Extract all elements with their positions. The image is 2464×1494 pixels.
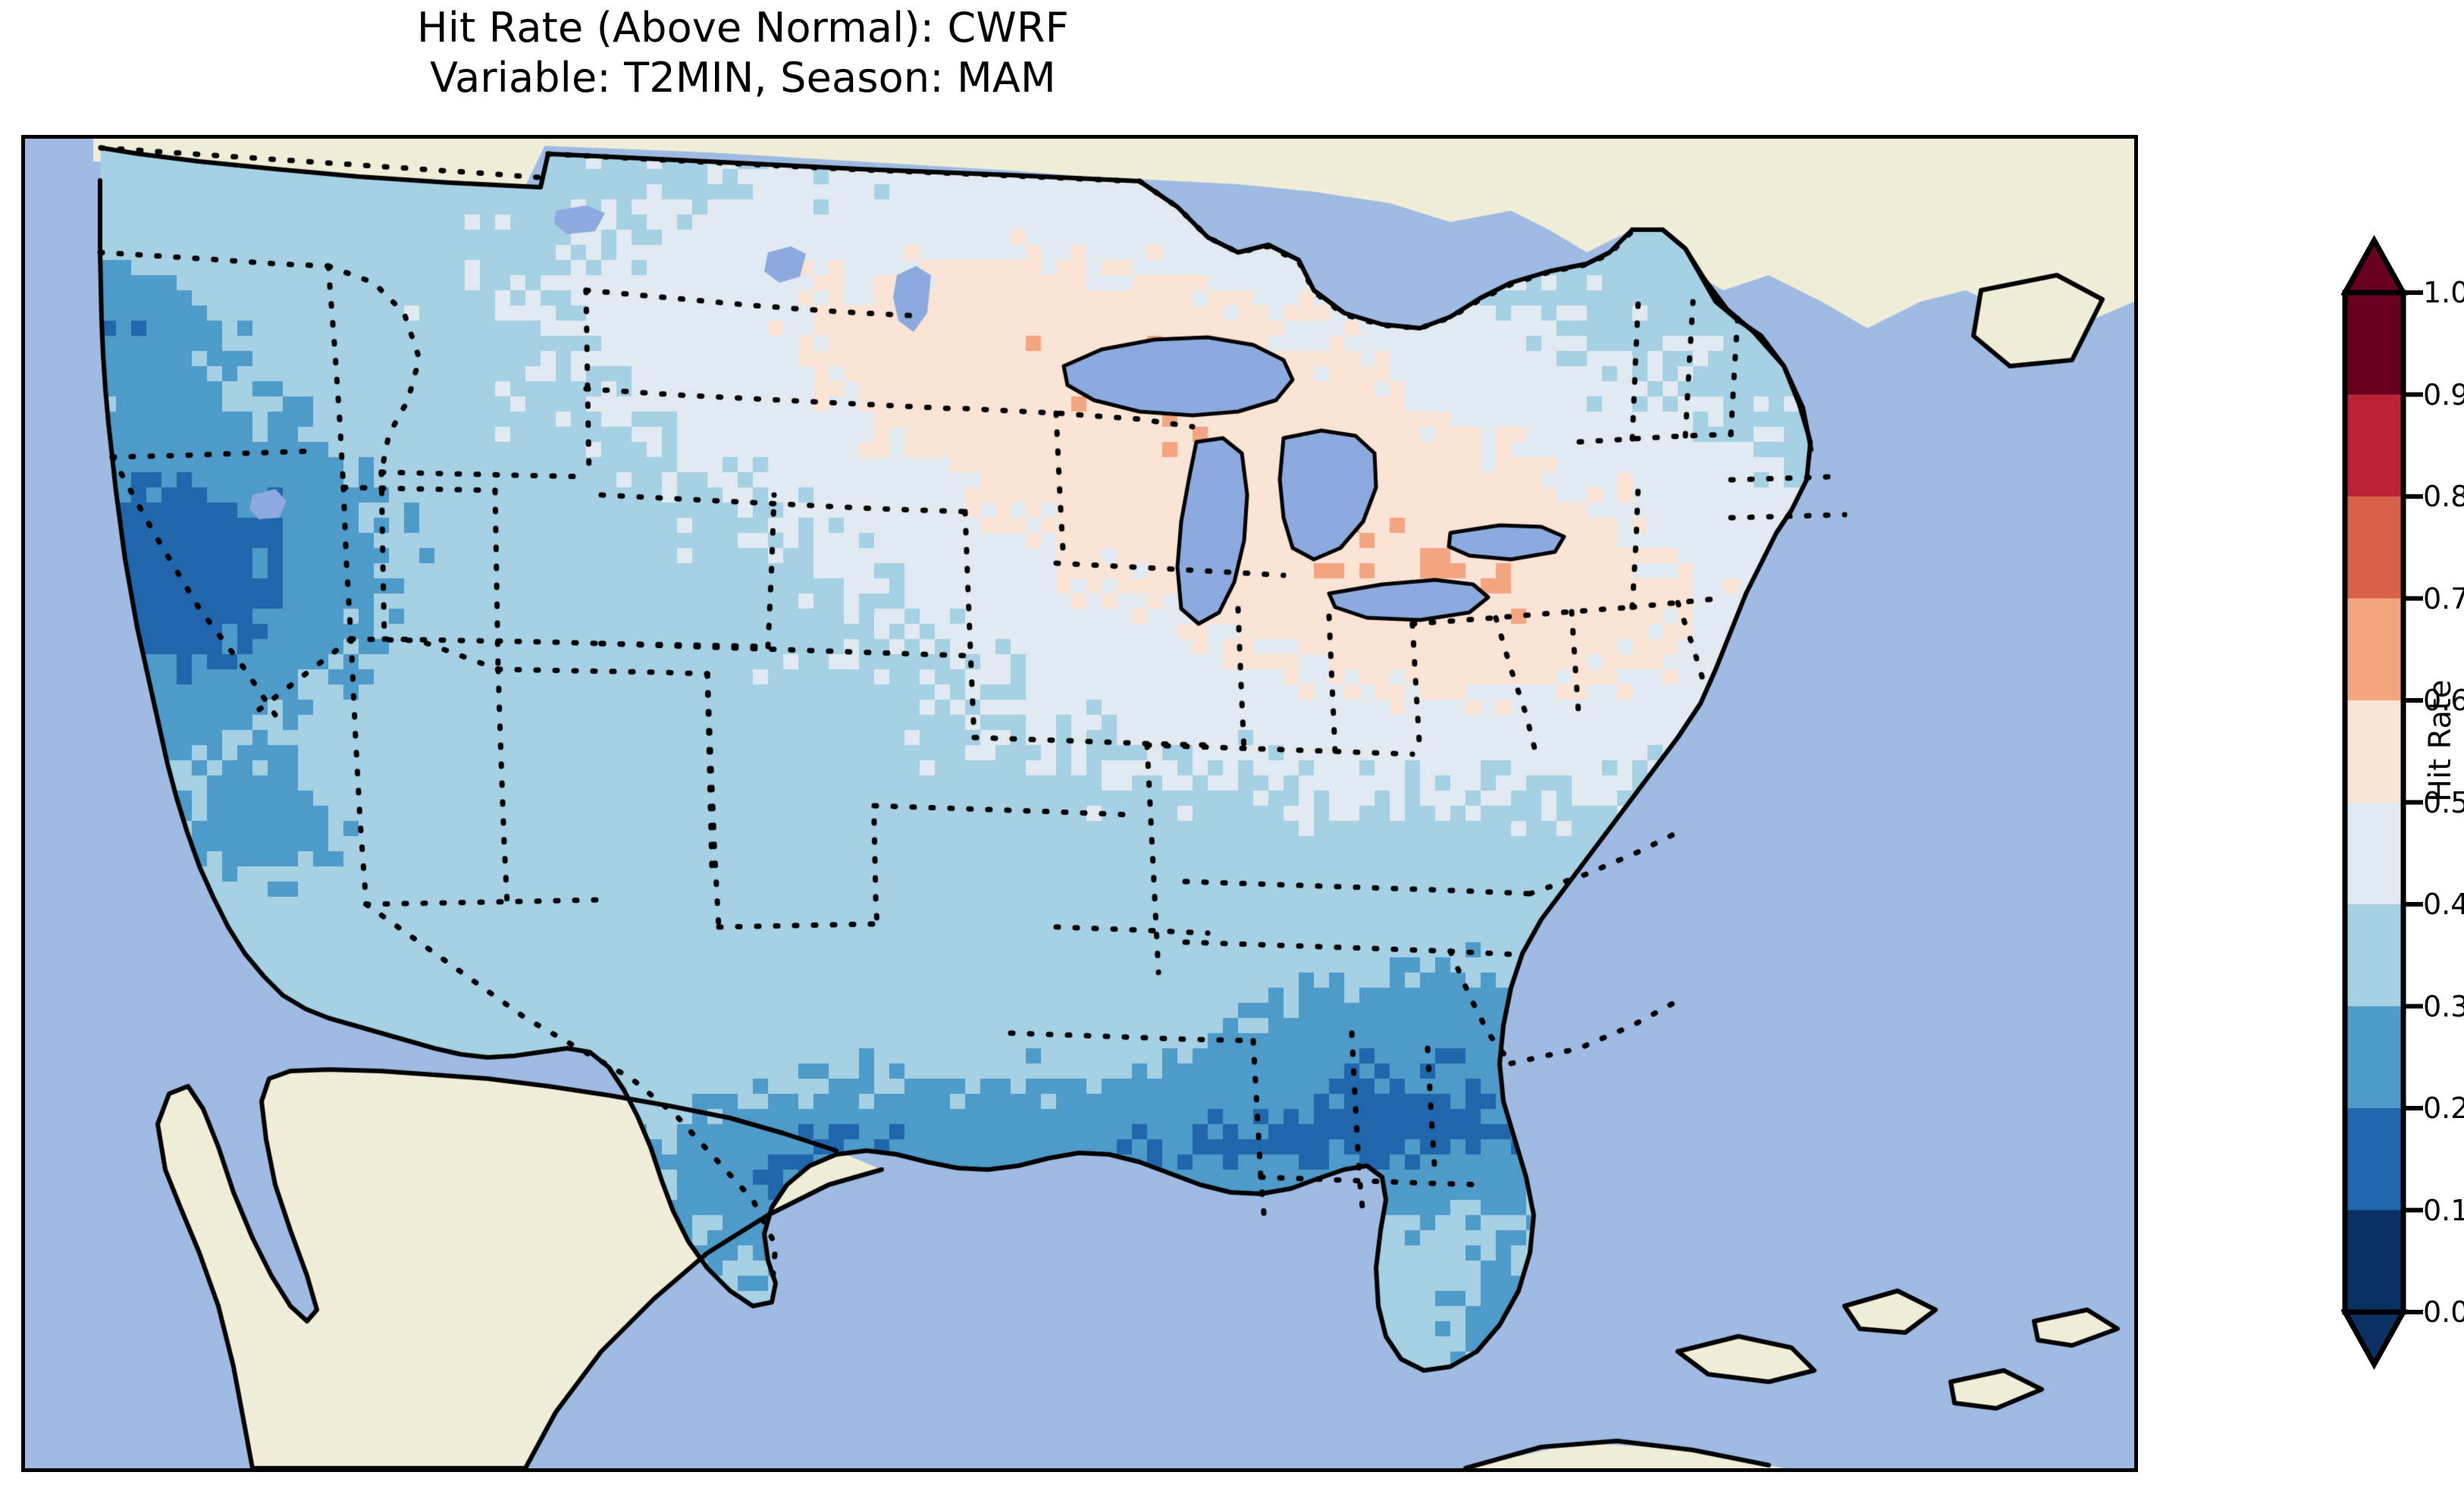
colorbar-tick-label: 0.9 bbox=[2423, 377, 2464, 412]
colorbar-tick-label: 0.1 bbox=[2423, 1193, 2464, 1227]
map-axes bbox=[21, 135, 2138, 1472]
colorbar-axis-label: Hit Rate bbox=[2423, 679, 2458, 802]
colorbar-tick-label: 0.3 bbox=[2423, 989, 2464, 1023]
colorbar-tick-label: 0.2 bbox=[2423, 1092, 2464, 1125]
colorbar-tick-label: 0.7 bbox=[2423, 581, 2464, 615]
colorbar-tick-label: 0.5 bbox=[2423, 785, 2464, 819]
title-line-2: Variable: T2MIN, Season: MAM bbox=[430, 53, 1056, 102]
colorbar-tick-label: 1.0 bbox=[2423, 276, 2464, 309]
colorbar-tick-label: 0.0 bbox=[2423, 1295, 2464, 1329]
colorbar: 1.0 0.9 0.8 0.7 0.6 0.5 0.4 0.3 0.2 0.1 0.0 bbox=[2341, 227, 2464, 1380]
colorbar-tick-label: 0.4 bbox=[2423, 888, 2464, 921]
title-line-1: Hit Rate (Above Normal): CWRF bbox=[417, 4, 1069, 52]
colorbar-gradient bbox=[2341, 234, 2423, 1370]
colorbar-tick-label: 0.6 bbox=[2423, 684, 2464, 717]
hit-rate-heatmap bbox=[25, 139, 2134, 1468]
figure-title: Hit Rate (Above Normal): CWRF Variable: … bbox=[0, 3, 1486, 103]
colorbar-tick-label: 0.8 bbox=[2423, 480, 2464, 513]
